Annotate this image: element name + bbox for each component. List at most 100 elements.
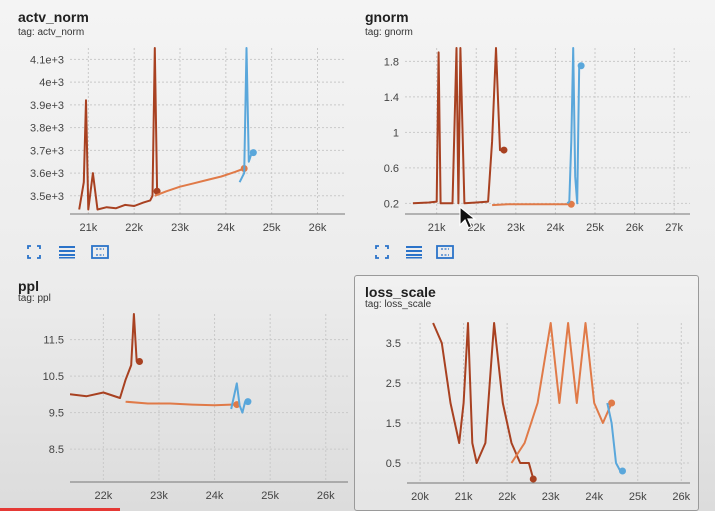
x-tick-label: 24k xyxy=(547,222,565,234)
chart-card-loss-scale[interactable]: loss_scale tag: loss_scale 0.5 1.5 2.5 3.5 2… xyxy=(355,275,698,509)
y-tick-label: 1.4 xyxy=(384,92,399,104)
y-tick-label: 8.5 xyxy=(49,444,64,456)
chart-tag: tag: actv_norm xyxy=(18,27,85,38)
y-tick-label: 11.5 xyxy=(43,335,64,347)
chart-tag: tag: ppl xyxy=(18,293,51,304)
series-line xyxy=(492,203,572,207)
chart-card-gnorm: gnorm tag: gnorm 0.2 0.6 1 1.4 1.8 21k 22k 23k 2… xyxy=(355,0,715,265)
toggle-log-scale-button[interactable] xyxy=(57,244,77,260)
chart-title: actv_norm xyxy=(18,9,89,25)
x-tick-label: 22k xyxy=(125,222,143,234)
series-group xyxy=(412,47,585,208)
toggle-log-scale-button[interactable] xyxy=(404,244,424,260)
y-tick-label: 0.6 xyxy=(384,163,399,175)
x-tick-label: 24k xyxy=(217,222,235,234)
y-tick-label: 1 xyxy=(393,127,399,139)
series-end-point xyxy=(608,399,616,407)
series-group xyxy=(432,322,627,483)
series-line xyxy=(154,167,245,197)
series-end-point xyxy=(577,62,585,70)
series-line xyxy=(566,47,582,205)
x-tick-label: 23k xyxy=(542,491,560,503)
y-tick-label: 3.7e+3 xyxy=(30,145,64,157)
y-tick-label: 9.5 xyxy=(49,408,64,420)
x-tick-label: 25k xyxy=(586,222,604,234)
fit-data-range-icon xyxy=(436,245,454,259)
mouse-pointer-icon xyxy=(459,205,477,229)
y-tick-label: 3.5e+3 xyxy=(30,191,64,203)
x-tick-label: 25k xyxy=(263,222,281,234)
fit-to-domain-icon xyxy=(27,245,41,259)
fit-to-domain-icon xyxy=(375,245,389,259)
fit-data-range-icon xyxy=(91,245,109,259)
series-line xyxy=(606,402,623,472)
x-tick-label: 23k xyxy=(507,222,525,234)
chart-card-ppl: ppl tag: ppl 8.5 9.5 10.5 11.5 22k 23k 24k 25k 2… xyxy=(0,272,352,511)
chart-title: gnorm xyxy=(365,9,409,25)
x-tick-label: 23k xyxy=(171,222,189,234)
series-group xyxy=(70,313,252,414)
x-tick-label: 25k xyxy=(261,490,279,502)
fit-data-range-button[interactable] xyxy=(435,244,455,260)
video-progress-bar xyxy=(0,508,120,511)
series-end-point xyxy=(244,398,252,406)
series-end-point xyxy=(136,357,143,365)
series-line xyxy=(70,313,140,399)
series-line xyxy=(432,322,535,480)
series-line xyxy=(125,400,237,407)
x-tick-label: 26k xyxy=(626,222,644,234)
chart-card-loss-scale-frame xyxy=(354,275,699,511)
chart-plot-gnorm[interactable]: 0.2 0.6 1 1.4 1.8 21k 22k 23k 24k 25k 26k 27k xyxy=(355,0,715,240)
series-end-point xyxy=(153,187,161,195)
chart-plot-actv-norm[interactable]: 3.5e+3 3.6e+3 3.7e+3 3.8e+3 3.9e+3 4e+3 4.1e+3… xyxy=(0,0,355,240)
x-tick-label: 22k xyxy=(94,490,112,502)
x-tick-label: 26k xyxy=(317,490,335,502)
fit-data-range-button[interactable] xyxy=(90,244,110,260)
y-tick-label: 3.6e+3 xyxy=(30,168,64,180)
chart-plot-ppl[interactable]: 8.5 9.5 10.5 11.5 22k 23k 24k 25k 26k xyxy=(0,272,352,511)
x-tick-label: 22k xyxy=(467,222,485,234)
x-tick-label: 24k xyxy=(585,491,603,503)
y-tick-label: 3.9e+3 xyxy=(30,100,64,112)
y-tick-label: 2.5 xyxy=(386,378,401,390)
fit-to-domain-button[interactable] xyxy=(24,244,44,260)
y-tick-label: 4.1e+3 xyxy=(30,54,64,66)
x-tick-label: 20k xyxy=(411,491,429,503)
y-tick-label: 0.2 xyxy=(384,198,399,210)
x-tick-label: 26k xyxy=(672,491,690,503)
x-tick-label: 25k xyxy=(629,491,647,503)
chart-card-actv-norm: actv_norm tag: actv_norm 3.5e+3 3.6e+3 3.7… xyxy=(0,0,355,265)
series-end-point xyxy=(500,146,508,154)
series-line xyxy=(230,382,248,414)
y-tick-label: 3.8e+3 xyxy=(30,123,64,135)
series-line xyxy=(510,322,613,464)
y-tick-label: 3.5 xyxy=(386,338,401,350)
series-end-point xyxy=(619,467,627,475)
series-end-point xyxy=(529,475,537,483)
y-tick-label: 4e+3 xyxy=(39,77,64,89)
series-end-point xyxy=(249,149,257,157)
fit-to-domain-button[interactable] xyxy=(372,244,392,260)
series-line xyxy=(412,47,504,205)
x-tick-label: 24k xyxy=(206,490,224,502)
x-tick-label: 22k xyxy=(498,491,516,503)
chart-tag: tag: gnorm xyxy=(365,27,413,38)
y-tick-label: 1.8 xyxy=(384,56,399,68)
x-tick-label: 21k xyxy=(79,222,97,234)
chart-tag: tag: loss_scale xyxy=(365,299,432,310)
y-tick-label: 0.5 xyxy=(386,458,401,470)
y-tick-label: 1.5 xyxy=(386,418,401,430)
x-tick-label: 21k xyxy=(428,222,446,234)
chart-title: ppl xyxy=(18,278,39,294)
x-tick-label: 23k xyxy=(150,490,168,502)
toggle-log-scale-icon xyxy=(406,246,422,259)
y-tick-label: 10.5 xyxy=(43,371,64,383)
x-tick-label: 27k xyxy=(665,222,683,234)
series-line xyxy=(238,47,255,183)
series-line xyxy=(78,47,159,211)
x-tick-label: 21k xyxy=(455,491,473,503)
chart-title: loss_scale xyxy=(365,284,436,300)
x-tick-label: 26k xyxy=(309,222,327,234)
toggle-log-scale-icon xyxy=(59,246,75,259)
chart-plot-loss-scale[interactable]: 0.5 1.5 2.5 3.5 20k 21k 22k 23k 24k 25k 26k xyxy=(355,275,698,509)
